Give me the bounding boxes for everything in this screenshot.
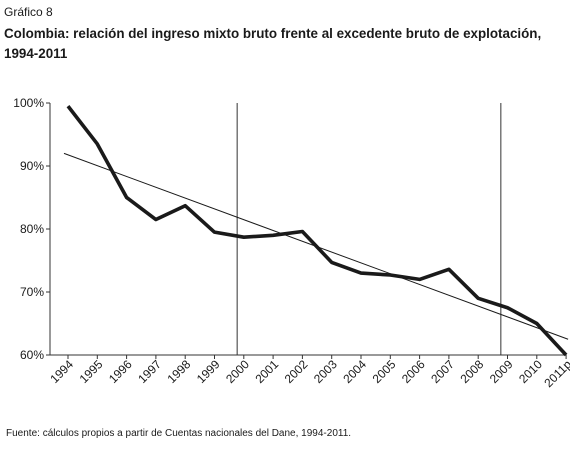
y-tick-label: 90% [20, 159, 44, 173]
x-tick-label: 2000 [223, 357, 252, 386]
figure-label: Gráfico 8 [4, 5, 53, 19]
y-tick-labels: 60% 70% 80% 90% 100% [13, 96, 50, 362]
x-tick-label: 1995 [77, 357, 106, 386]
x-tick-label: 2006 [399, 357, 428, 386]
series-group [66, 105, 568, 357]
x-tick-label: 1997 [135, 357, 164, 386]
y-tick-label: 70% [20, 285, 44, 299]
x-tick-label: 2009 [487, 357, 516, 386]
x-tick-labels: 1994 1995 1996 1997 1998 1999 2000 2001 2002 2003… [47, 355, 570, 390]
series-line [66, 105, 568, 357]
x-tick-label: 2001 [252, 357, 281, 386]
y-tick-label: 60% [20, 348, 44, 362]
chart-title: Colombia: relación del ingreso mixto bru… [4, 26, 542, 61]
x-tick-label: 1998 [165, 357, 194, 386]
x-tick-label: 1996 [106, 357, 135, 386]
y-tick-label: 80% [20, 222, 44, 236]
x-tick-label: 2005 [370, 357, 399, 386]
x-tick-label: 2003 [311, 357, 340, 386]
x-tick-label: 1994 [47, 357, 76, 386]
y-tick-label: 100% [13, 96, 44, 110]
vertical-markers [236, 103, 502, 355]
source-note: Fuente: cálculos propios a partir de Cue… [6, 428, 352, 439]
x-tick-label: 2004 [340, 357, 369, 386]
x-tick-label: 2008 [458, 357, 487, 386]
x-tick-label: 1999 [194, 357, 223, 386]
x-tick-label: 2007 [428, 357, 457, 386]
axes [49, 103, 565, 356]
x-tick-label: 2002 [282, 357, 311, 386]
x-tick-label: 2010 [516, 357, 545, 386]
x-tick-label: 2011p [541, 357, 570, 390]
